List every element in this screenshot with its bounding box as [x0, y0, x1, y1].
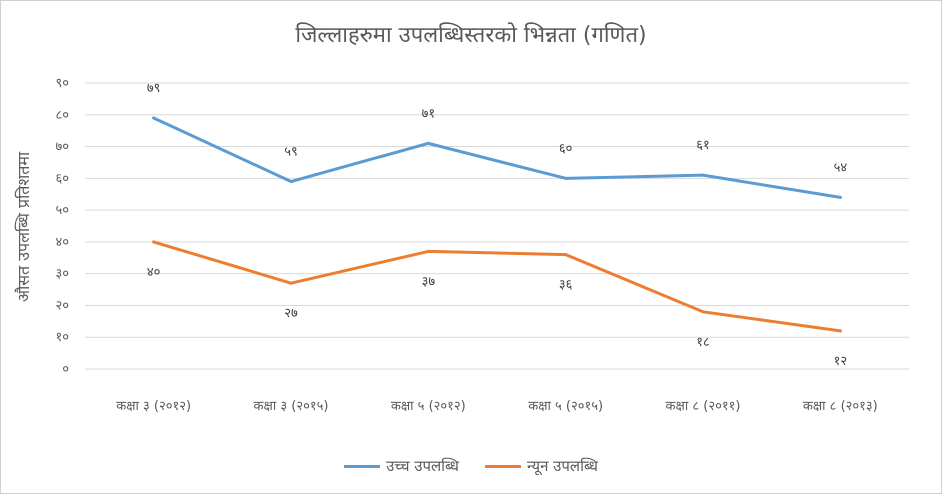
- x-tick-label: कक्षा ५ (२०१५): [528, 399, 603, 414]
- legend-label-high: उच्च उपलब्धि: [386, 457, 459, 475]
- data-label: ७९: [147, 81, 161, 96]
- y-tick-label: ८०: [55, 108, 69, 123]
- data-label: ६०: [559, 141, 573, 156]
- data-point: [289, 281, 293, 285]
- data-label: २७: [284, 306, 298, 321]
- data-label: ६१: [696, 138, 710, 153]
- chart-title: जिल्लाहरुमा उपलब्धिस्तरको भिन्नता (गणित): [295, 23, 647, 48]
- legend-swatch-high: [344, 464, 381, 468]
- data-label: ५४: [834, 160, 848, 175]
- data-point: [701, 310, 705, 314]
- y-tick-label: १०: [55, 330, 69, 345]
- legend: उच्च उपलब्धि न्यून उपलब्धि: [1, 456, 941, 476]
- data-point: [838, 195, 842, 199]
- y-tick-label: ५०: [55, 203, 69, 218]
- y-tick-label: ९०: [55, 76, 69, 91]
- data-point: [289, 180, 293, 184]
- series-line-0: [152, 116, 842, 199]
- data-point: [426, 249, 430, 253]
- data-point: [152, 240, 156, 244]
- legend-label-low: न्यून उपलब्धि: [526, 457, 598, 475]
- data-label: ७१: [422, 106, 436, 121]
- data-point: [564, 253, 568, 257]
- data-label: १८: [696, 335, 710, 350]
- data-label: ४०: [147, 265, 161, 280]
- y-tick-label: २०: [55, 298, 69, 313]
- data-point: [838, 329, 842, 333]
- legend-item-high: उच्च उपलब्धि: [344, 456, 459, 476]
- x-tick-label: कक्षा ३ (२०१२): [116, 399, 191, 414]
- x-tick-label: कक्षा ८ (२०१३): [803, 399, 878, 414]
- y-tick-label: ६०: [55, 171, 69, 186]
- data-point: [564, 176, 568, 180]
- data-label: ३७: [422, 274, 436, 289]
- y-tick-label: ०: [62, 362, 69, 377]
- series-line-1: [152, 240, 842, 333]
- data-label: ५९: [284, 145, 298, 160]
- legend-swatch-low: [484, 464, 521, 468]
- x-tick-label: कक्षा ३ (२०१५): [254, 399, 329, 414]
- legend-item-low: न्यून उपलब्धि: [484, 456, 598, 476]
- data-point: [426, 141, 430, 145]
- x-tick-label: कक्षा ५ (२०१२): [391, 399, 466, 414]
- y-tick-label: ४०: [55, 235, 69, 250]
- y-tick-label: ७०: [55, 140, 69, 155]
- data-point: [701, 173, 705, 177]
- data-label: ३६: [559, 278, 573, 293]
- data-label: १२: [834, 354, 848, 369]
- data-point: [152, 116, 156, 120]
- x-tick-label: कक्षा ८ (२०११): [666, 399, 741, 414]
- y-tick-label: ३०: [55, 267, 69, 282]
